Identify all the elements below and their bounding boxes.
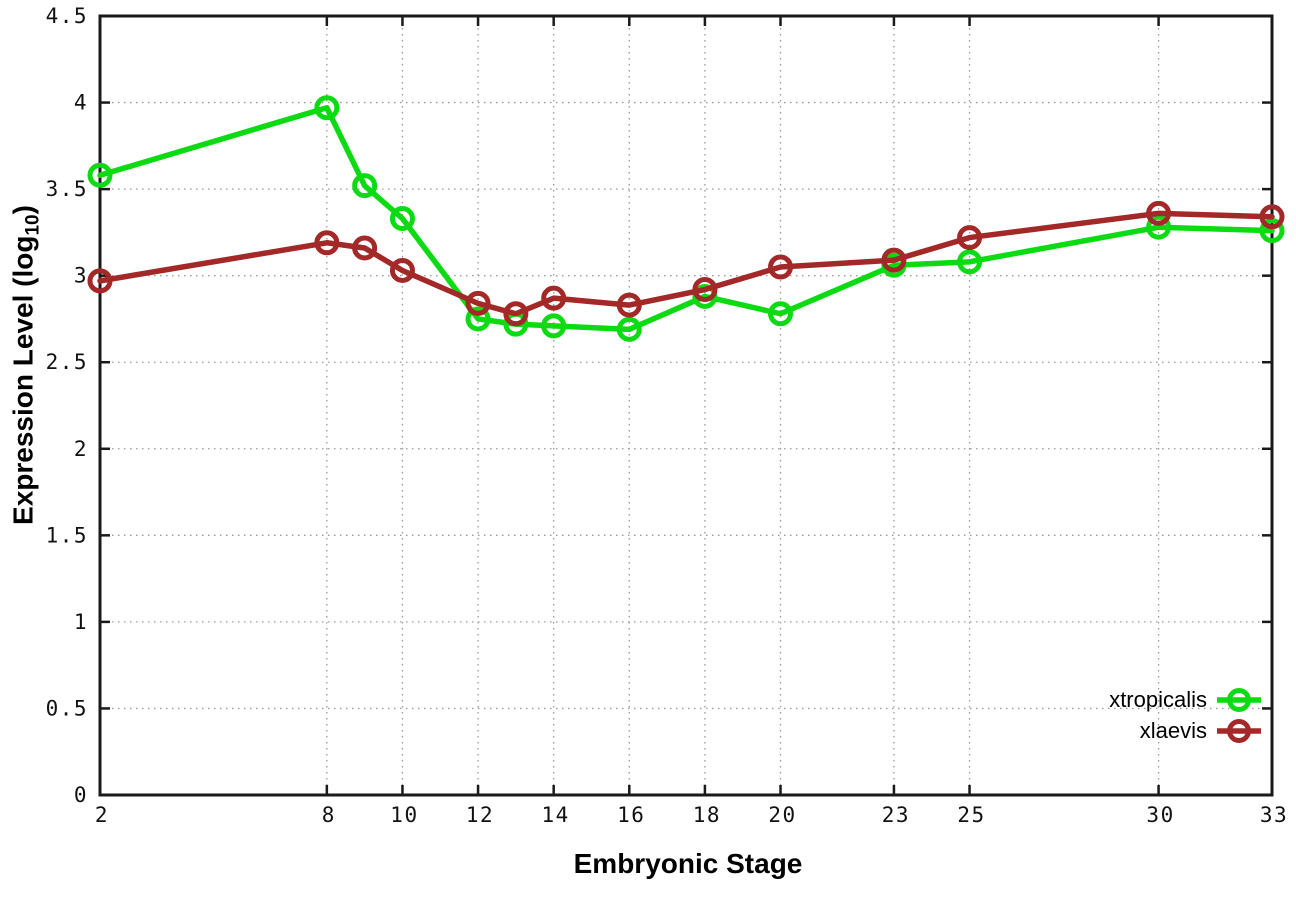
x-tick-labels: 2 8 10 12 14 16 18 20 23 25 30 33 [95,803,1288,827]
data-point-xlaevis [87,268,113,294]
data-point-xtropicalis [541,313,567,339]
series-xlaevis [87,200,1285,327]
x-axis-title: Embryonic Stage [573,848,803,879]
svg-text:8: 8 [322,803,336,827]
svg-text:30: 30 [1146,803,1174,827]
svg-text:25: 25 [957,803,985,827]
svg-text:4.5: 4.5 [46,4,88,28]
data-point-xlaevis [616,292,642,318]
data-point-xtropicalis [389,206,415,232]
svg-text:33: 33 [1260,803,1288,827]
data-point-xlaevis [389,257,415,283]
data-point-xlaevis [465,290,491,316]
svg-text:10: 10 [390,803,418,827]
svg-text:14: 14 [542,803,570,827]
svg-text:20: 20 [768,803,796,827]
svg-text:4: 4 [74,91,88,115]
data-point-xlaevis [692,277,718,303]
svg-text:12: 12 [466,803,494,827]
data-point-xtropicalis [1146,214,1172,240]
y-axis-title-subscript: 10 [22,214,44,236]
data-point-xtropicalis [87,162,113,188]
y-axis-title: Expression Level (log10) [8,205,45,525]
data-point-xlaevis [957,225,983,251]
legend-label: xlaevis [1139,717,1207,743]
data-point-xlaevis [503,301,529,327]
plot-border [98,14,1274,797]
tick-marks [98,14,1274,797]
data-point-xlaevis [1146,200,1172,226]
y-axis-title-text: Expression Level (log [7,235,39,525]
data-point-xtropicalis [352,173,378,199]
data-point-xtropicalis [616,316,642,342]
svg-text:2: 2 [74,437,88,461]
legend-item-xtropicalis: xtropicalis [1109,686,1262,713]
series-xtropicalis [87,95,1285,342]
svg-text:0: 0 [74,783,88,807]
svg-text:2.5: 2.5 [46,350,88,374]
legend-label: xtropicalis [1109,686,1207,712]
data-point-xtropicalis [465,306,491,332]
data-point-xtropicalis [957,249,983,275]
legend-marker-xlaevis [1217,718,1261,743]
svg-text:2: 2 [95,803,109,827]
svg-text:3: 3 [74,264,88,288]
data-point-xtropicalis [314,95,340,121]
grid-lines [100,16,1272,795]
y-axis-title-close: ) [7,205,39,215]
data-point-xtropicalis [768,301,794,327]
legend-marker-xtropicalis [1217,687,1261,712]
data-point-xlaevis [541,285,567,311]
y-tick-labels: 0 0.5 1 1.5 2 2.5 3 3.5 4 4.5 [46,4,88,807]
svg-text:16: 16 [617,803,645,827]
svg-text:1: 1 [74,610,88,634]
svg-text:0.5: 0.5 [46,696,88,720]
data-point-xlaevis [314,230,340,256]
svg-text:18: 18 [693,803,721,827]
data-point-xtropicalis [1259,218,1285,244]
svg-text:3.5: 3.5 [46,177,88,201]
svg-text:1.5: 1.5 [46,523,88,547]
legend: xtropicalis xlaevis [1109,686,1262,744]
data-point-xlaevis [768,254,794,280]
data-point-xlaevis [352,235,378,261]
legend-item-xlaevis: xlaevis [1109,717,1262,744]
data-point-xlaevis [1259,204,1285,230]
data-point-xlaevis [881,247,907,273]
svg-text:23: 23 [882,803,910,827]
